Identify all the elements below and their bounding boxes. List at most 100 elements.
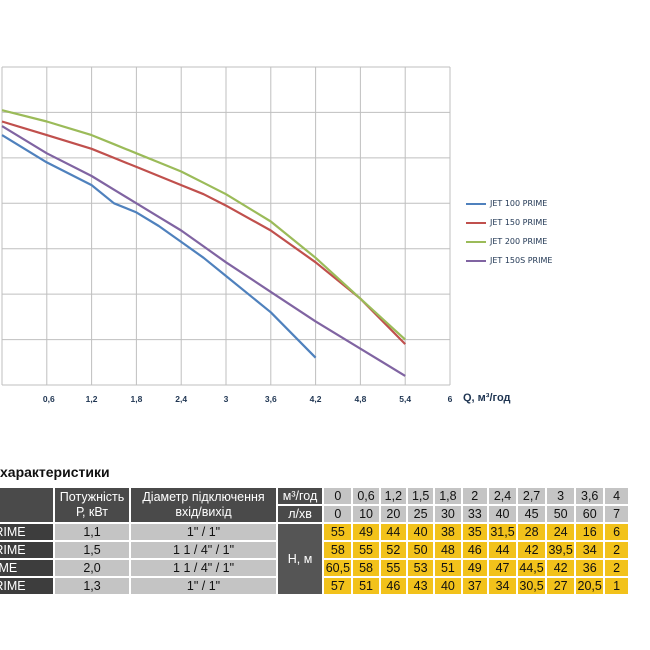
x-tick-label: 1,8	[130, 394, 142, 404]
flow-m3-cell: 2	[462, 488, 487, 504]
flow-m3-cell: 0	[324, 488, 352, 504]
flow-lmin-cell: 0	[324, 506, 352, 522]
series-line	[1, 120, 406, 345]
head-value-cell: 20,5	[576, 578, 604, 594]
head-value-cell: 46	[380, 578, 406, 594]
head-value-cell: 50	[407, 542, 434, 558]
flow-lmin-cell: 60	[576, 506, 604, 522]
head-value-cell: 36	[576, 560, 604, 576]
legend-label: JET 200 PRIME	[490, 237, 548, 246]
legend-item: JET 150 PRIME	[466, 213, 552, 232]
flow-m3-cell: 1,2	[380, 488, 406, 504]
head-value-cell: 43	[407, 578, 434, 594]
power-cell: 1,3	[54, 578, 130, 594]
chart-series	[1, 109, 406, 377]
series-line	[1, 109, 406, 341]
head-value-cell: 27	[547, 578, 575, 594]
head-value-cell: 38	[435, 524, 461, 540]
x-tick-label: 1,2	[86, 394, 98, 404]
header-row-1: Потужність Р, кВт Діаметр підключення вх…	[0, 488, 628, 522]
header-power: Потужність Р, кВт	[54, 488, 130, 522]
header-unit-lmin: л/хв	[277, 506, 323, 522]
x-tick-label: 4,2	[310, 394, 322, 404]
head-value-cell: 16	[576, 524, 604, 540]
chart-grid	[1, 66, 451, 386]
legend-swatch	[466, 259, 486, 262]
x-tick-label: 3	[224, 394, 229, 404]
head-value-cell: 52	[380, 542, 406, 558]
head-value-cell: 57	[324, 578, 352, 594]
model-name-cell: PRIME	[0, 542, 53, 558]
spec-table: Потужність Р, кВт Діаметр підключення вх…	[0, 486, 630, 596]
table-row: RIME2,01 1 / 4" / 1" 60,558555351494744,5…	[0, 560, 628, 576]
head-value-cell: 39,5	[547, 542, 575, 558]
head-value-cell: 44	[488, 542, 517, 558]
model-name-cell: RIME	[0, 560, 53, 576]
legend-item: JET 150S PRIME	[466, 251, 552, 270]
head-value-cell: 37	[462, 578, 487, 594]
head-value-cell: 1	[605, 578, 628, 594]
power-cell: 1,5	[54, 542, 130, 558]
head-value-cell: 24	[547, 524, 575, 540]
x-tick-label: 0,6	[43, 394, 55, 404]
series-line	[1, 125, 406, 377]
flow-m3-cell: 1,8	[435, 488, 461, 504]
head-value-cell: 34	[488, 578, 517, 594]
head-value-cell: 55	[380, 560, 406, 576]
flow-m3-cell: 0,6	[353, 488, 379, 504]
header-unit-m3: м³/год	[277, 488, 323, 504]
head-value-cell: 60,5	[324, 560, 352, 576]
flow-lmin-cell: 50	[547, 506, 575, 522]
model-name-cell: PRIME	[0, 524, 53, 540]
head-value-cell: 55	[324, 524, 352, 540]
header-diameter: Діаметр підключення вхід/вихід	[131, 488, 276, 522]
legend-item: JET 100 PRIME	[466, 194, 552, 213]
chart-x-ticks: 0,6 1,2 1,8 2,4 3 3,6 4,2 4,8 5,4 6	[43, 394, 453, 404]
legend-swatch	[466, 202, 486, 205]
head-value-cell: 49	[462, 560, 487, 576]
flow-lmin-cell: 33	[462, 506, 487, 522]
head-value-cell: 31,5	[488, 524, 517, 540]
head-value-cell: 51	[435, 560, 461, 576]
table-row: PRIME1,11" / 1"Н, м55494440383531,528241…	[0, 524, 628, 594]
flow-m3-cell: 2,7	[518, 488, 546, 504]
legend-label: JET 100 PRIME	[490, 199, 548, 208]
power-cell: 2,0	[54, 560, 130, 576]
head-value-cell: 40	[435, 578, 461, 594]
head-value-cell: 42	[547, 560, 575, 576]
head-value-cell: 34	[576, 542, 604, 558]
head-value-cell: 53	[407, 560, 434, 576]
x-tick-label: 2,4	[175, 394, 187, 404]
header-row-2: л/хв 0 10 20 25 30 33 40 45 50 60 7	[0, 506, 628, 522]
head-value-cell: 40	[407, 524, 434, 540]
legend-label: JET 150 PRIME	[490, 218, 548, 227]
head-value-cell: 49	[353, 524, 379, 540]
flow-lmin-cell: 40	[488, 506, 517, 522]
flow-m3-cell: 3,6	[576, 488, 604, 504]
head-value-cell: 58	[353, 560, 379, 576]
flow-lmin-cell: 20	[380, 506, 406, 522]
diameter-cell: 1 1 / 4" / 1"	[131, 560, 276, 576]
head-value-cell: 2	[605, 542, 628, 558]
head-value-cell: 46	[462, 542, 487, 558]
legend-item: JET 200 PRIME	[466, 232, 552, 251]
x-tick-label: 4,8	[354, 394, 366, 404]
chart-legend: JET 100 PRIME JET 150 PRIME JET 200 PRIME J…	[466, 194, 552, 270]
head-value-cell: 51	[353, 578, 379, 594]
power-cell: 1,1	[54, 524, 130, 540]
x-tick-label: 6	[448, 394, 453, 404]
model-name-cell: PRIME	[0, 578, 53, 594]
series-line	[1, 134, 317, 359]
x-tick-label: 5,4	[399, 394, 411, 404]
legend-swatch	[466, 221, 486, 224]
table-row: PRIME1,51 1 / 4" / 1" 585552504846444239,…	[0, 542, 628, 558]
head-value-cell: 47	[488, 560, 517, 576]
head-value-cell: 58	[324, 542, 352, 558]
flow-lmin-cell: 10	[353, 506, 379, 522]
flow-m3-cell: 3	[547, 488, 575, 504]
header-model-cell	[0, 488, 53, 522]
diameter-cell: 1 1 / 4" / 1"	[131, 542, 276, 558]
performance-chart: 0,6 1,2 1,8 2,4 3 3,6 4,2 4,8 5,4 6 Q, м³/год	[1, 66, 511, 404]
flow-lmin-cell: 7	[605, 506, 628, 522]
legend-label: JET 150S PRIME	[490, 256, 553, 265]
